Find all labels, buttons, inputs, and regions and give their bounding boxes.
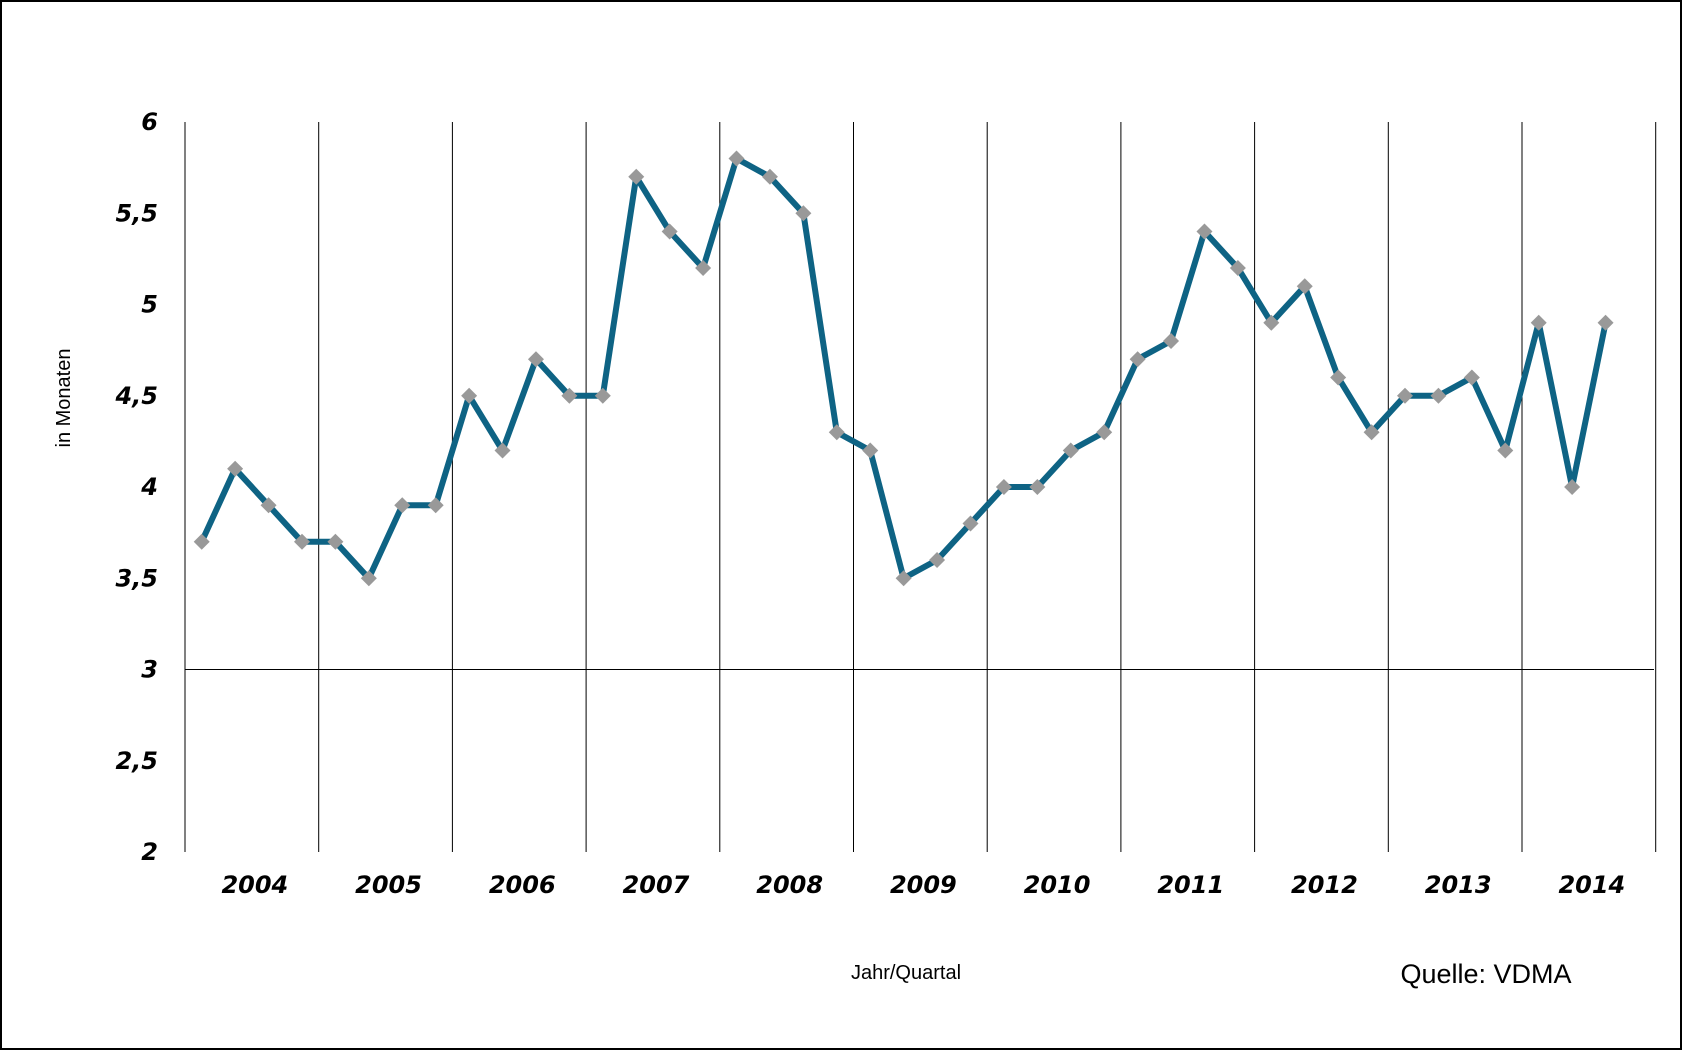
x-tick-label: 2004 [221,871,288,899]
data-point [1196,223,1213,240]
data-point [1029,479,1046,495]
y-tick-label: 5 [141,291,158,319]
data-point [1129,351,1146,368]
data-point [1430,387,1447,404]
x-tick-label: 2012 [1291,871,1358,899]
data-point [394,497,411,514]
data-point [728,150,745,167]
data-point [461,387,478,404]
data-point [1163,333,1180,349]
x-tick-label: 2005 [355,871,422,899]
y-tick-label: 6 [141,108,158,136]
data-point [1497,442,1514,459]
data-point [628,168,645,185]
data-point [795,205,812,222]
data-point [862,442,879,459]
data-point [1229,260,1246,276]
data-point [594,387,611,404]
x-tick-label: 2009 [890,871,957,899]
data-point [828,424,845,441]
data-point [761,168,778,185]
x-tick-label: 2006 [489,871,556,899]
data-point [293,533,310,550]
data-point [193,533,210,550]
data-point [1296,278,1313,295]
data-point [1597,314,1614,331]
x-tick-label: 2011 [1157,871,1224,899]
x-axis-title: Jahr/Quartal [851,962,961,984]
source-label: Quelle: VDMA [1400,959,1571,989]
x-tick-label: 2013 [1425,871,1492,899]
data-point [1363,424,1380,441]
data-point [1096,424,1113,441]
data-point [1530,314,1547,331]
x-tick-label: 2014 [1558,871,1625,899]
data-point [962,515,979,532]
data-point [1062,442,1079,459]
data-point [695,260,712,276]
data-point [661,223,678,240]
data-point [427,497,444,514]
x-tick-label: 2007 [623,871,690,899]
data-point [327,533,344,550]
y-tick-label: 4 [140,473,158,501]
y-tick-label: 3 [141,656,158,684]
data-point [561,387,578,404]
data-point [929,552,946,568]
y-axis-title: in Monaten [53,349,75,448]
y-tick-label: 5,5 [115,199,158,227]
data-point [1397,387,1414,404]
data-point [227,460,244,477]
y-tick-label: 4,5 [114,382,158,410]
y-tick-label: 2,5 [115,747,158,775]
data-point [494,442,511,459]
data-point [1463,369,1480,386]
x-tick-label: 2010 [1024,871,1091,899]
data-point [360,570,377,587]
y-tick-label: 2 [141,838,158,866]
data-markers [193,150,1614,587]
y-tick-labels: 2 2,5 3 3,5 4 4,5 5 5,5 6 [114,108,158,866]
data-point [1263,314,1280,331]
x-tick-labels: 2004 2005 2006 2007 2008 2009 2010 2011 2012 2013… [221,871,1625,899]
x-tick-label: 2008 [756,871,823,899]
data-point [1564,479,1581,495]
y-tick-label: 3,5 [115,564,158,592]
data-point [1330,369,1347,386]
data-point [995,479,1012,495]
gridlines [184,122,1657,852]
data-point [895,570,912,587]
data-point [260,497,277,514]
data-point [527,351,544,368]
